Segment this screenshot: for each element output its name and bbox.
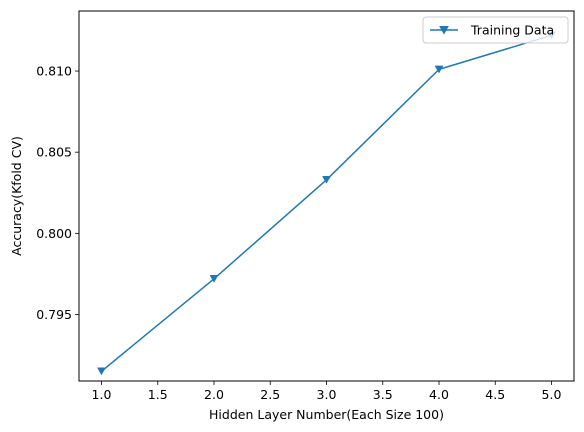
x-tick-label: 1.5 bbox=[148, 387, 168, 402]
x-tick-label: 4.5 bbox=[485, 387, 505, 402]
y-tick-label: 0.805 bbox=[36, 145, 72, 160]
y-tick-label: 0.795 bbox=[36, 307, 72, 322]
y-tick-label: 0.810 bbox=[36, 64, 72, 79]
data-point-marker bbox=[322, 176, 331, 184]
x-tick-label: 3.5 bbox=[373, 387, 393, 402]
x-tick-label: 1.0 bbox=[92, 387, 112, 402]
y-axis-ticks: 0.795 0.800 0.805 0.810 bbox=[36, 64, 79, 322]
legend-label: Training Data bbox=[470, 23, 554, 38]
x-tick-label: 2.5 bbox=[260, 387, 280, 402]
data-point-marker bbox=[97, 367, 106, 376]
x-tick-label: 3.0 bbox=[317, 387, 337, 402]
data-point-marker bbox=[209, 275, 219, 283]
series-markers bbox=[97, 31, 556, 376]
plot-frame bbox=[78, 10, 575, 382]
legend-box bbox=[422, 16, 569, 44]
series-line-training-data bbox=[101, 34, 552, 372]
x-tick-label: 2.0 bbox=[204, 387, 224, 402]
x-tick-label: 5.0 bbox=[542, 387, 562, 402]
x-axis-ticks: 1.0 1.5 2.0 2.5 3.0 3.5 4.0 4.5 5.0 bbox=[92, 381, 562, 402]
x-axis-label: Hidden Layer Number(Each Size 100) bbox=[209, 407, 444, 422]
legend-marker-icon bbox=[439, 26, 449, 35]
legend: Training Data bbox=[422, 16, 569, 44]
data-point-marker bbox=[434, 65, 444, 74]
y-tick-label: 0.800 bbox=[36, 226, 72, 241]
y-axis-label: Accuracy(Kfold CV) bbox=[9, 136, 24, 256]
x-tick-label: 4.0 bbox=[429, 387, 449, 402]
